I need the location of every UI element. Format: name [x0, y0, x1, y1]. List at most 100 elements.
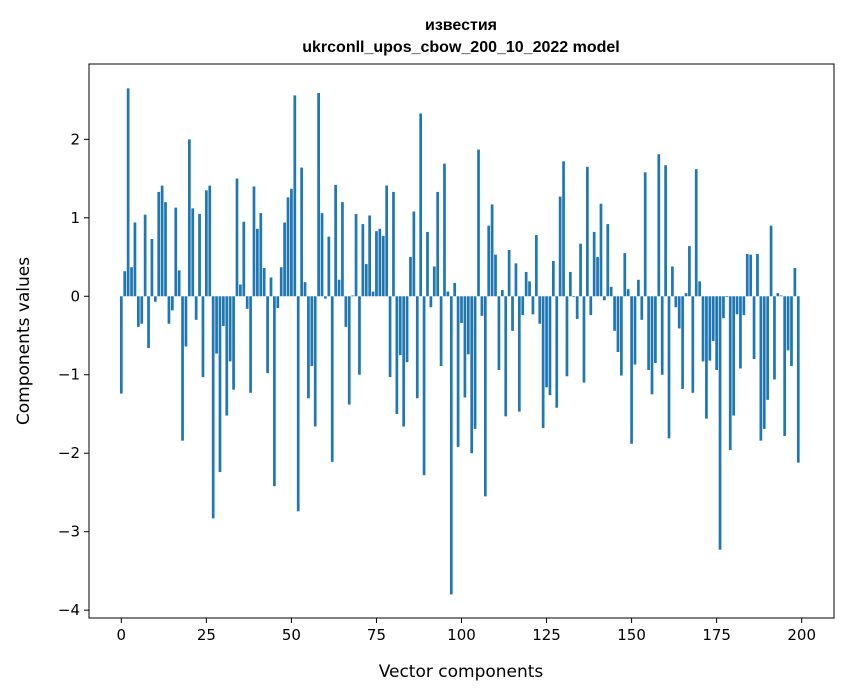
- bar-39: [252, 186, 256, 297]
- bar-165: [681, 296, 684, 389]
- bars-group: [119, 88, 800, 595]
- bar-85: [409, 257, 412, 297]
- bar-129: [558, 196, 562, 297]
- bar-26: [208, 185, 212, 297]
- bar-74: [371, 291, 375, 297]
- bar-21: [191, 208, 195, 297]
- bar-63: [334, 184, 337, 297]
- bar-66: [344, 296, 348, 327]
- bar-174: [711, 296, 715, 341]
- bar-83: [402, 296, 406, 427]
- bar-103: [470, 296, 474, 454]
- bar-104: [473, 296, 477, 429]
- bar-132: [568, 271, 572, 297]
- bar-147: [620, 296, 623, 376]
- x-tick-label: 25: [197, 626, 216, 644]
- x-tick-label: 150: [617, 626, 646, 644]
- bar-125: [545, 296, 548, 388]
- bar-164: [677, 296, 681, 329]
- bar-25: [205, 190, 208, 297]
- bar-4: [133, 222, 137, 297]
- bar-198: [793, 268, 797, 297]
- bar-77: [381, 235, 385, 297]
- bar-124: [541, 296, 545, 429]
- bar-41: [259, 213, 263, 297]
- bar-65: [341, 202, 344, 297]
- bar-54: [303, 282, 307, 297]
- x-tick-label: 75: [367, 626, 386, 644]
- bar-99: [456, 296, 460, 447]
- bar-82: [398, 296, 402, 356]
- bar-38: [249, 296, 252, 393]
- bar-31: [225, 296, 229, 416]
- bar-6: [140, 296, 144, 324]
- bar-135: [579, 243, 582, 297]
- bar-110: [494, 254, 497, 297]
- bar-62: [330, 296, 334, 462]
- bar-11: [157, 191, 161, 297]
- bar-134: [575, 296, 579, 320]
- bar-122: [534, 235, 538, 297]
- bar-75: [375, 231, 378, 297]
- bar-36: [242, 221, 246, 297]
- bar-35: [239, 284, 242, 297]
- x-tick-label: 100: [447, 626, 476, 644]
- chart-title: известия: [425, 17, 497, 34]
- bar-119: [524, 271, 528, 297]
- bar-161: [667, 296, 671, 439]
- bar-8: [147, 296, 150, 349]
- bar-143: [606, 224, 610, 297]
- y-tick-label: 2: [70, 130, 80, 148]
- x-tick-label: 125: [532, 626, 561, 644]
- bar-145: [613, 296, 616, 331]
- bar-48: [283, 222, 286, 297]
- bar-162: [671, 266, 674, 297]
- bar-22: [194, 296, 198, 320]
- bar-133: [572, 296, 576, 298]
- bar-91: [429, 296, 433, 308]
- bar-70: [358, 296, 361, 375]
- bar-184: [745, 253, 749, 297]
- bar-17: [177, 270, 181, 297]
- bar-173: [708, 296, 712, 361]
- bar-169: [694, 169, 698, 297]
- bar-191: [769, 225, 773, 297]
- bar-109: [490, 204, 494, 297]
- bar-84: [405, 296, 409, 363]
- y-tick-label: 1: [70, 209, 80, 227]
- bar-32: [228, 296, 232, 362]
- bar-155: [647, 296, 650, 371]
- bar-68: [351, 295, 355, 297]
- bar-56: [310, 296, 314, 367]
- bar-88: [419, 113, 423, 297]
- x-axis-label: Vector components: [379, 662, 544, 682]
- bar-15: [170, 296, 174, 311]
- bar-113: [504, 296, 508, 417]
- bar-20: [187, 139, 191, 297]
- bar-128: [555, 296, 559, 408]
- bar-151: [633, 296, 637, 365]
- bar-34: [235, 178, 239, 297]
- bar-139: [592, 231, 596, 297]
- bar-100: [460, 296, 463, 323]
- bar-72: [364, 264, 368, 297]
- bar-97: [449, 296, 453, 595]
- bar-178: [725, 296, 729, 298]
- bar-47: [279, 267, 283, 297]
- bar-172: [705, 296, 708, 419]
- bar-153: [640, 296, 644, 320]
- bar-81: [395, 296, 399, 414]
- bar-117: [517, 296, 521, 412]
- bar-194: [779, 295, 783, 297]
- bar-199: [796, 296, 800, 463]
- bar-156: [650, 296, 654, 395]
- bar-57: [313, 296, 317, 427]
- bar-80: [392, 191, 395, 297]
- y-tick-label: 0: [70, 287, 80, 305]
- bar-33: [232, 296, 235, 390]
- bar-61: [327, 236, 331, 297]
- bar-123: [538, 296, 542, 324]
- bar-86: [412, 211, 416, 297]
- bar-176: [718, 296, 722, 550]
- bar-141: [599, 203, 603, 297]
